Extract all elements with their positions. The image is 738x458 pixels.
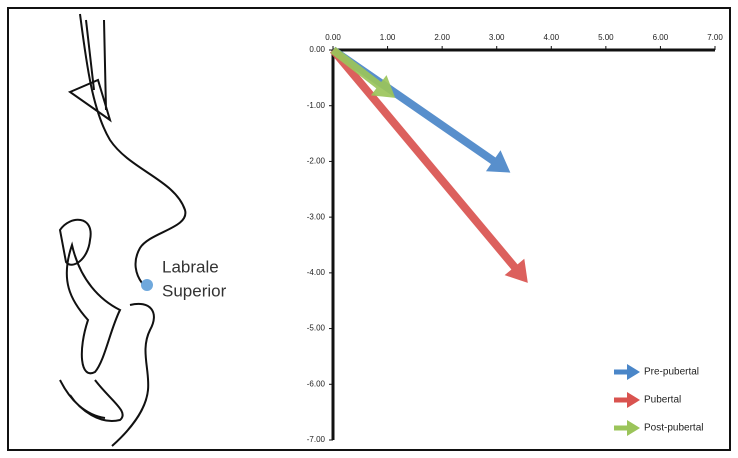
y-tick-label: -3.00 <box>307 212 326 221</box>
y-tick-label: -2.00 <box>307 157 326 166</box>
x-tick-label: 2.00 <box>434 33 450 42</box>
y-tick-label: -6.00 <box>307 379 326 388</box>
y-tick-label: -4.00 <box>307 268 326 277</box>
x-tick-label: 6.00 <box>653 33 669 42</box>
landmark-dot <box>141 279 153 291</box>
legend-label: Pubertal <box>644 395 681 406</box>
y-tick-label: 0.00 <box>309 45 325 54</box>
y-tick-label: -1.00 <box>307 101 326 110</box>
annotation: Superior <box>162 281 227 300</box>
glasses-line <box>67 19 112 123</box>
legend-swatch <box>614 364 640 380</box>
legend-swatch <box>614 392 640 408</box>
annotation: Labrale <box>162 257 219 276</box>
x-tick-label: 1.00 <box>380 33 396 42</box>
profile-sketch <box>58 13 187 447</box>
legend-label: Pre-pubertal <box>644 367 699 378</box>
teeth <box>58 218 122 375</box>
x-tick-label: 5.00 <box>598 33 614 42</box>
chin-outline <box>111 302 155 447</box>
x-tick-label: 4.00 <box>543 33 559 42</box>
x-tick-label: 7.00 <box>707 33 723 42</box>
nose-outline <box>79 13 187 284</box>
x-tick-label: 0.00 <box>325 33 341 42</box>
legend-swatch <box>614 420 640 436</box>
y-tick-label: -5.00 <box>307 324 326 333</box>
legend-label: Post-pubertal <box>644 423 703 434</box>
jaw <box>59 379 124 422</box>
vector-arrow <box>330 46 396 98</box>
vector-arrow <box>329 47 528 283</box>
x-tick-label: 3.00 <box>489 33 505 42</box>
y-tick-label: -7.00 <box>307 435 326 444</box>
